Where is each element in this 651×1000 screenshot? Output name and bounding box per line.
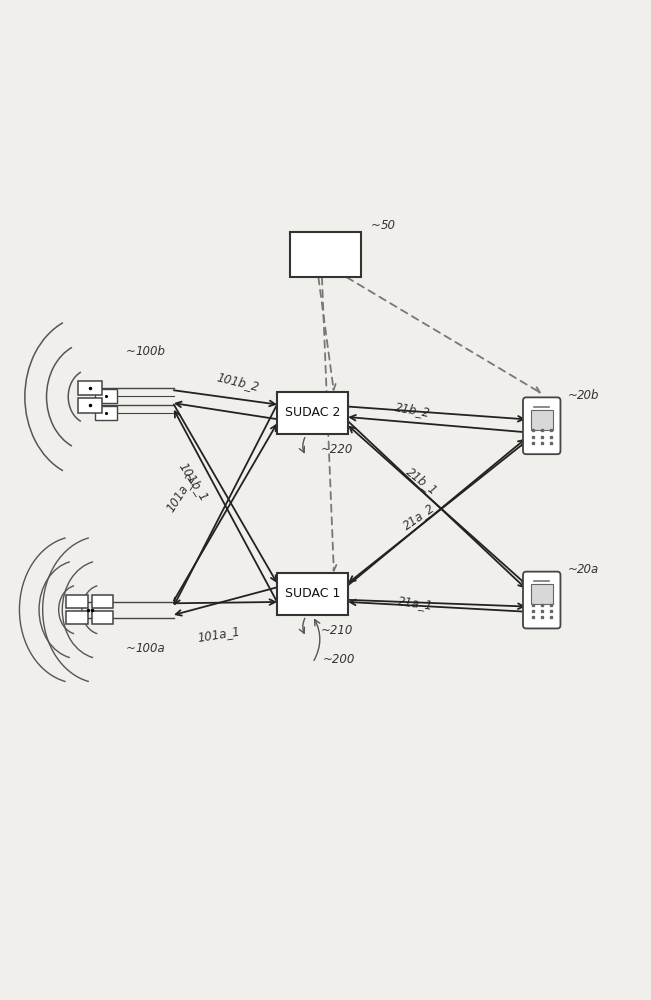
Bar: [77, 381, 102, 395]
Bar: [92, 595, 113, 608]
Bar: [531, 410, 553, 430]
Text: 21b_1: 21b_1: [404, 464, 441, 497]
Text: 101a_1: 101a_1: [197, 624, 242, 644]
Bar: [531, 584, 553, 604]
Bar: [92, 611, 113, 624]
Text: SUDAC 1: SUDAC 1: [285, 587, 340, 600]
Bar: [66, 611, 89, 624]
Text: ~: ~: [126, 345, 135, 358]
Text: 101b_2: 101b_2: [215, 371, 261, 394]
Bar: [95, 389, 117, 403]
Text: 101a_2: 101a_2: [163, 470, 197, 514]
Text: 20a: 20a: [577, 563, 600, 576]
FancyBboxPatch shape: [523, 397, 561, 454]
Bar: [66, 595, 89, 608]
Text: 20b: 20b: [577, 389, 600, 402]
Bar: [77, 398, 102, 413]
Bar: [277, 573, 348, 615]
Text: 21a_2: 21a_2: [401, 501, 437, 532]
Text: ~: ~: [568, 563, 577, 576]
Text: ~220: ~220: [320, 443, 353, 456]
Text: ~: ~: [126, 642, 135, 655]
Bar: [277, 392, 348, 434]
Text: ~: ~: [568, 389, 577, 402]
Text: 101b_1: 101b_1: [176, 460, 210, 504]
Bar: [95, 406, 117, 420]
Bar: [290, 232, 361, 277]
Text: ~200: ~200: [322, 653, 355, 666]
Text: 100b: 100b: [135, 345, 165, 358]
Text: 50: 50: [380, 219, 395, 232]
Text: ~210: ~210: [320, 624, 353, 637]
Text: 100a: 100a: [135, 642, 165, 655]
FancyBboxPatch shape: [523, 572, 561, 628]
Text: ~: ~: [370, 219, 381, 232]
Text: 21b_2: 21b_2: [394, 400, 432, 419]
Text: SUDAC 2: SUDAC 2: [285, 406, 340, 419]
Text: 21a_1: 21a_1: [397, 594, 434, 612]
